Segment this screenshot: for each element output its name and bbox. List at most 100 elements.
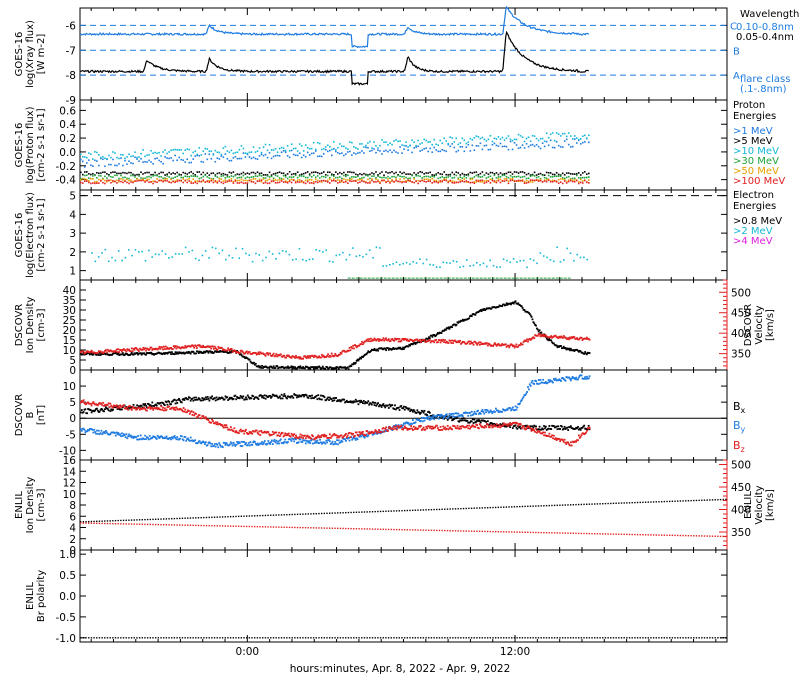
data-point: [249, 152, 251, 154]
data-point: [241, 145, 243, 147]
data-point: [255, 178, 257, 180]
data-point: [247, 182, 249, 184]
data-point: [259, 175, 261, 177]
data-point: [202, 255, 204, 257]
data-point: [108, 402, 110, 404]
data-point: [315, 249, 317, 251]
data-point: [269, 395, 271, 397]
data-point: [139, 438, 141, 440]
data-point: [423, 148, 425, 150]
data-point: [174, 173, 176, 175]
data-point: [252, 261, 254, 263]
data-point: [439, 339, 441, 341]
data-point: [508, 171, 510, 173]
data-point: [552, 180, 554, 182]
data-point: [243, 433, 245, 435]
data-point: [417, 427, 419, 429]
y-axis-label: [cm-3]: [36, 308, 47, 341]
data-point: [176, 149, 178, 151]
data-point: [531, 382, 533, 384]
data-point: [580, 182, 582, 184]
data-point: [293, 433, 295, 435]
data-point: [441, 181, 443, 183]
data-point: [430, 426, 432, 428]
data-point: [417, 180, 419, 182]
data-point: [468, 175, 470, 177]
data-point: [175, 253, 177, 255]
data-point: [262, 443, 264, 445]
data-point: [486, 342, 488, 344]
data-point: [148, 181, 150, 183]
data-point: [240, 445, 242, 447]
data-point: [172, 149, 174, 151]
data-point: [531, 430, 533, 432]
data-point: [533, 383, 535, 385]
data-point: [504, 180, 506, 182]
data-point: [325, 146, 327, 148]
data-point: [359, 143, 361, 145]
data-point: [322, 251, 324, 253]
data-point: [471, 420, 473, 422]
data-point: [323, 153, 325, 155]
data-point: [560, 178, 562, 180]
data-point: [367, 147, 369, 149]
data-point: [275, 355, 277, 357]
data-point: [483, 263, 485, 265]
data-point: [190, 155, 192, 157]
data-point: [568, 176, 570, 178]
data-point: [337, 173, 339, 175]
data-point: [513, 258, 515, 260]
y-axis-label: [nT]: [36, 405, 47, 425]
data-point: [96, 181, 98, 183]
data-point: [194, 399, 196, 401]
data-point: [245, 173, 247, 175]
y-tick-label: 0.4: [59, 119, 76, 131]
data-point: [257, 171, 259, 173]
data-point: [142, 161, 144, 163]
data-point: [522, 144, 524, 146]
data-point: [446, 413, 448, 415]
data-point: [374, 404, 376, 406]
data-point: [498, 174, 500, 176]
data-point: [588, 425, 590, 427]
data-point: [581, 337, 583, 339]
data-point: [184, 149, 186, 151]
data-point: [235, 175, 237, 177]
data-point: [190, 171, 192, 173]
data-point: [84, 156, 86, 158]
data-point: [563, 428, 565, 430]
data-point: [182, 172, 184, 174]
data-point: [375, 152, 377, 154]
data-point: [244, 398, 246, 400]
data-point: [144, 156, 146, 158]
data-point: [161, 409, 163, 411]
data-point: [305, 437, 307, 439]
data-point: [166, 401, 168, 403]
data-point: [176, 181, 178, 183]
data-point: [281, 151, 283, 153]
data-point: [182, 159, 184, 161]
data-point: [333, 148, 335, 150]
data-point: [255, 175, 257, 177]
data-point: [352, 345, 354, 347]
data-point: [302, 358, 304, 360]
data-point: [357, 152, 359, 154]
data-point: [453, 174, 455, 176]
data-point: [178, 157, 180, 159]
y-axis-label: DSCOVR: [14, 394, 25, 437]
data-point: [317, 182, 319, 184]
data-point: [94, 151, 96, 153]
data-point: [299, 248, 301, 250]
data-point: [556, 345, 558, 347]
data-point: [558, 175, 560, 177]
data-point: [417, 140, 419, 142]
data-point: [473, 413, 475, 415]
data-point: [409, 173, 411, 175]
data-point: [146, 154, 148, 156]
data-point: [307, 171, 309, 173]
data-point: [457, 416, 459, 418]
data-point: [337, 443, 339, 445]
data-point: [478, 427, 480, 429]
data-point: [134, 180, 136, 182]
y-tick-label: -0.4: [56, 175, 77, 187]
